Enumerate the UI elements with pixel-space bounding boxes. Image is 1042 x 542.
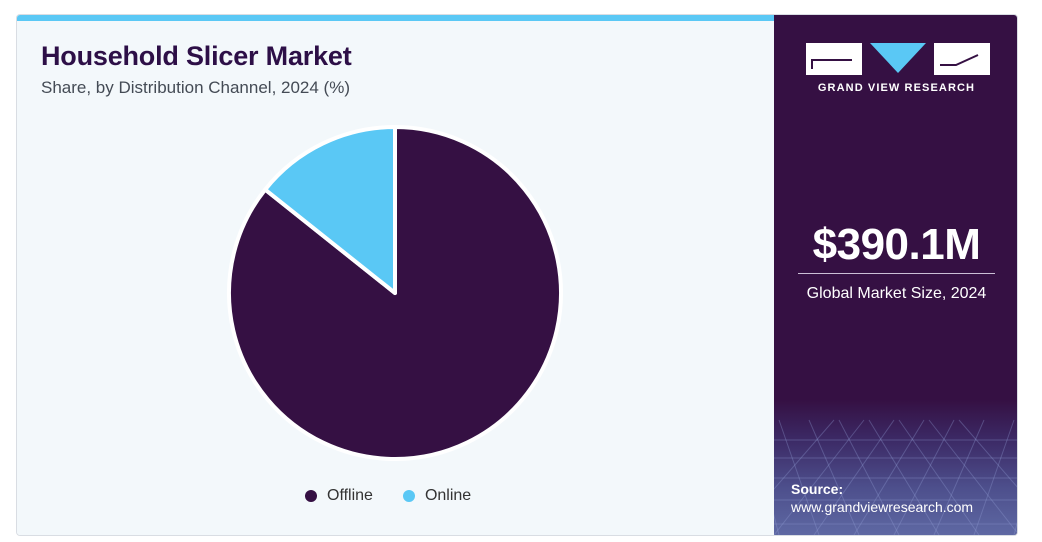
side-panel: GRAND VIEW RESEARCH $390.1M Global Marke…: [774, 15, 1017, 535]
legend-swatch-online: [402, 490, 415, 502]
chart-legend: Offline Online: [305, 487, 471, 505]
legend-item-offline: Offline: [305, 487, 373, 505]
legend-label-online: Online: [424, 487, 472, 504]
legend-swatch-offline: [305, 490, 317, 502]
gvr-logo-icon: [806, 43, 990, 75]
pie-slice-online: [263, 125, 397, 295]
brand-name: GRAND VIEW RESEARCH: [817, 82, 976, 94]
market-size-value: $390.1M: [812, 220, 981, 269]
legend-label-offline: Offline: [327, 487, 373, 504]
side-panel-gradient: [774, 400, 1017, 535]
infographic-card: Household Slicer Market Share, by Distri…: [16, 14, 1018, 536]
divider: [798, 273, 995, 274]
grid-pattern: [774, 419, 1017, 535]
source-url[interactable]: www.grandviewresearch.com: [791, 499, 974, 515]
accent-bar: [17, 15, 774, 21]
pie-chart: [227, 125, 563, 461]
chart-subtitle: Share, by Distribution Channel, 2024 (%): [41, 78, 350, 97]
source-label: Source:: [791, 481, 844, 497]
legend-item-online: Online: [402, 487, 472, 505]
market-size-label: Global Market Size, 2024: [806, 285, 987, 302]
chart-title: Household Slicer Market: [41, 41, 352, 71]
chart-panel: Household Slicer Market Share, by Distri…: [17, 15, 774, 535]
